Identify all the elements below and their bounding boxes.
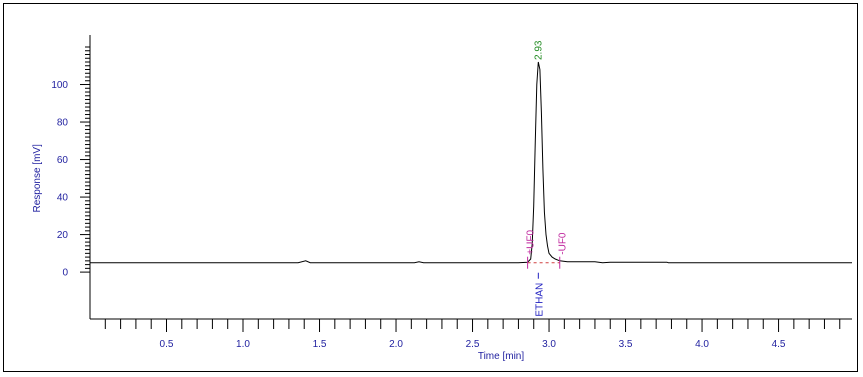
peak-start-label: +UF0 — [526, 230, 537, 255]
ticks-layer — [80, 46, 841, 332]
chromatogram-frame: 0.5 1.0 1.5 2.0 2.5 3.0 3.5 4.0 4.5 0 20 40 60 80 100… — [3, 3, 858, 372]
x-tick-label: 2.5 — [466, 339, 480, 350]
compound-name-label: ETHAN — [534, 283, 545, 317]
x-tick-labels: 0.5 1.0 1.5 2.0 2.5 3.0 3.5 4.0 4.5 — [160, 339, 786, 350]
x-tick-label: 4.0 — [695, 339, 709, 350]
x-tick-label: 4.5 — [772, 339, 786, 350]
y-tick-label: 60 — [57, 155, 69, 166]
x-axis-title: Time [min] — [478, 351, 525, 362]
x-tick-label: 3.0 — [542, 339, 556, 350]
x-tick-label: 1.5 — [313, 339, 327, 350]
y-tick-label: 80 — [57, 118, 69, 129]
x-tick-label: 3.5 — [619, 339, 633, 350]
y-tick-label: 0 — [62, 268, 68, 279]
chromatogram-chart: 0.5 1.0 1.5 2.0 2.5 3.0 3.5 4.0 4.5 0 20 40 60 80 100… — [32, 35, 852, 362]
peak-end-label: -UF0 — [558, 232, 569, 255]
y-axis-title: Response [mV] — [32, 144, 43, 213]
peak-annotations: +UF0 -UF0 2.93 ETHAN — [526, 40, 569, 317]
x-tick-label: 2.0 — [389, 339, 403, 350]
y-tick-labels: 0 20 40 60 80 100 — [51, 80, 68, 279]
y-tick-label: 40 — [57, 193, 69, 204]
y-tick-label: 20 — [57, 230, 69, 241]
x-tick-label: 0.5 — [160, 339, 174, 350]
peak-retention-time-label: 2.93 — [533, 40, 544, 60]
signal-trace — [90, 61, 852, 264]
y-tick-label: 100 — [51, 80, 68, 91]
x-tick-label: 1.0 — [236, 339, 250, 350]
